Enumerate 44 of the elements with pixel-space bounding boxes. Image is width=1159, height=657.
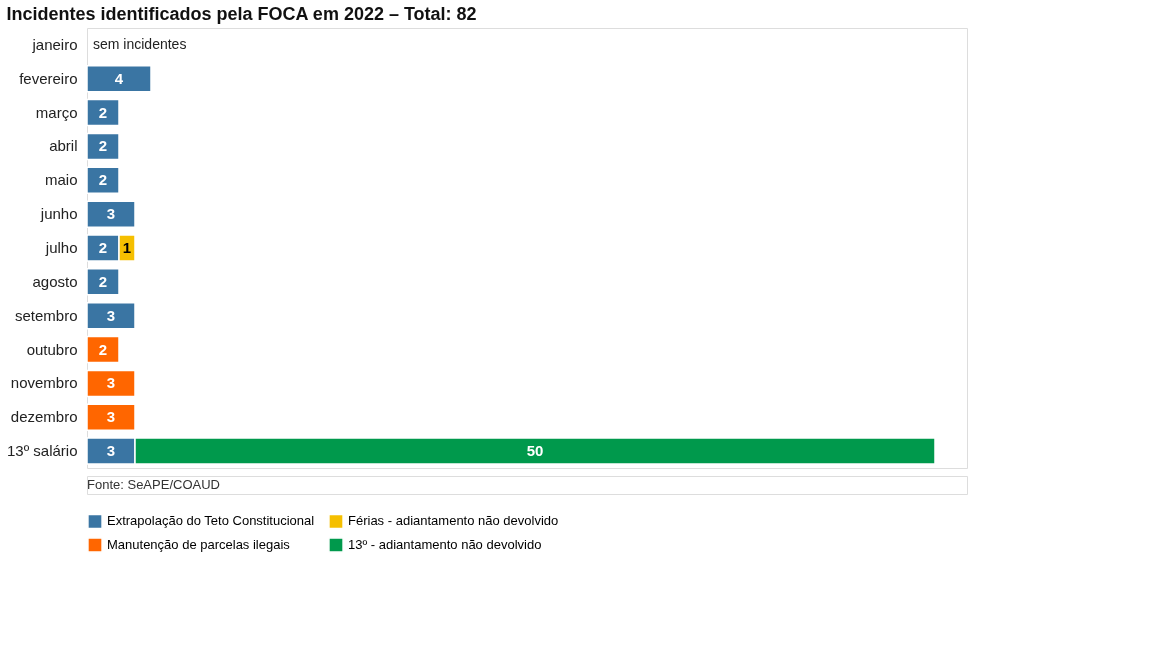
y-tick-label: setembro xyxy=(14,306,78,324)
y-tick-label: dezembro xyxy=(10,408,78,426)
y-tick-label: março xyxy=(35,103,78,121)
y-tick-label: fevereiro xyxy=(19,69,78,87)
legend-label: Manutenção de parcelas ilegais xyxy=(107,537,291,552)
data-label: 3 xyxy=(106,408,116,426)
y-tick-label: 13º salário xyxy=(6,442,78,460)
data-label: 3 xyxy=(106,374,116,392)
y-tick-label: novembro xyxy=(10,374,78,392)
bar xyxy=(86,65,152,93)
bar xyxy=(86,98,120,127)
chart-title: Incidentes identificados pela FOCA em 2022 – Total: 82 xyxy=(6,4,477,24)
annotation: sem incidentes xyxy=(93,35,187,52)
y-tick-label: julho xyxy=(44,239,78,256)
data-label: 2 xyxy=(98,103,108,121)
data-label: 50 xyxy=(526,442,544,460)
data-label: 2 xyxy=(98,239,108,256)
data-label: 2 xyxy=(98,272,108,290)
y-tick-label: janeiro xyxy=(31,35,78,53)
legend-label: 13º - adiantamento não devolvido xyxy=(348,537,542,552)
data-label: 2 xyxy=(98,137,108,155)
bar xyxy=(86,301,136,330)
data-label: 1 xyxy=(122,239,132,256)
bar xyxy=(86,132,120,161)
bar xyxy=(86,268,120,296)
data-label: 2 xyxy=(98,340,108,358)
data-label: 2 xyxy=(98,171,108,189)
data-label: 4 xyxy=(114,69,124,87)
data-label: 3 xyxy=(106,205,116,223)
bar xyxy=(86,200,136,228)
bar xyxy=(86,403,136,431)
y-tick-label: junho xyxy=(39,205,78,223)
legend-label: Extrapolação do Teto Constitucional xyxy=(107,513,315,529)
bar xyxy=(86,369,136,398)
data-label: 3 xyxy=(106,306,116,324)
legend-label: Férias - adiantamento não devolvido xyxy=(348,513,559,529)
bar xyxy=(86,335,120,364)
data-label: 3 xyxy=(106,442,116,460)
y-tick-label: abril xyxy=(49,137,78,155)
bar xyxy=(86,166,120,195)
y-tick-label: agosto xyxy=(32,272,78,290)
y-tick-label: maio xyxy=(44,171,78,189)
source-note: Fonte: SeAPE/COAUD xyxy=(87,477,220,492)
y-tick-label: outubro xyxy=(26,340,78,358)
